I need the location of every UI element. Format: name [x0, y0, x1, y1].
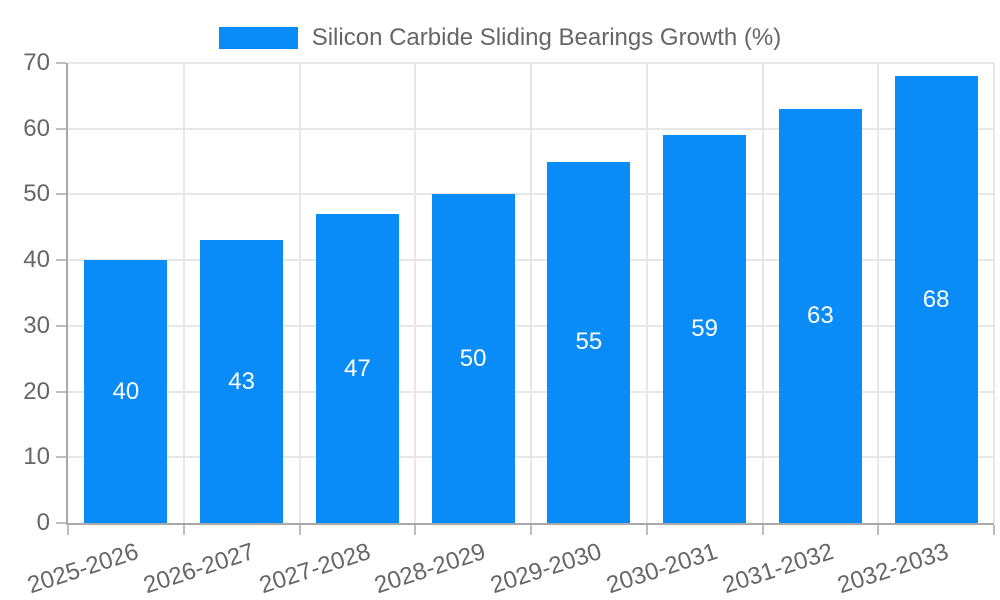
x-tick-mark: [877, 525, 880, 535]
y-tick-label: 70: [23, 49, 50, 76]
y-tick-mark: [56, 456, 66, 459]
bar-value-label: 55: [575, 328, 603, 356]
v-gridline: [645, 63, 648, 523]
bar: 43: [200, 240, 284, 523]
y-tick-label: 40: [23, 246, 50, 274]
bar: 63: [778, 109, 862, 523]
plot-area: 0 10 20 30 40 50 60 70 40 2025-2026 43 2026-2027 47 2…: [23, 51, 995, 599]
v-gridline: [993, 63, 995, 523]
y-tick-label: 50: [23, 180, 50, 208]
x-tick-label: 2026-2027: [140, 538, 258, 600]
bar: 50: [431, 194, 515, 523]
x-tick-label: 2028-2029: [371, 538, 490, 600]
bar: 40: [84, 260, 168, 523]
v-gridline: [298, 63, 301, 523]
v-gridline: [414, 63, 417, 523]
legend-color-swatch: [218, 27, 298, 49]
y-tick-mark: [56, 259, 66, 262]
y-tick-mark: [56, 62, 66, 64]
bar: 55: [547, 161, 631, 523]
x-tick-label: 2029-2030: [487, 538, 605, 600]
x-tick-label: 2025-2026: [24, 538, 142, 600]
legend-label: Silicon Carbide Sliding Bearings Growth …: [311, 24, 782, 51]
x-tick-label: 2027-2028: [255, 538, 374, 600]
bar-value-label: 47: [344, 354, 371, 382]
x-tick-label: 2030-2031: [603, 538, 721, 600]
x-tick-mark: [645, 525, 648, 535]
x-tick-mark: [761, 525, 764, 535]
bar-value-label: 40: [112, 377, 140, 405]
y-tick-mark: [56, 522, 66, 524]
x-tick-label: 2031-2032: [718, 538, 837, 600]
y-tick-label: 30: [23, 311, 50, 339]
bar: 68: [894, 76, 978, 523]
x-tick-mark: [182, 525, 185, 535]
y-tick-label: 0: [36, 509, 50, 536]
x-tick-mark: [298, 525, 301, 535]
x-tick-mark: [530, 525, 532, 535]
chart-legend: Silicon Carbide Sliding Bearings Growth …: [0, 24, 1000, 52]
y-tick-mark: [56, 390, 66, 393]
y-tick-mark: [56, 193, 66, 196]
bar-value-label: 50: [459, 344, 487, 372]
y-tick-label: 20: [23, 377, 50, 405]
bar-value-label: 63: [807, 302, 834, 329]
x-tick-mark: [414, 525, 417, 535]
v-gridline: [182, 63, 185, 523]
v-gridline: [761, 63, 764, 523]
v-gridline: [877, 63, 880, 523]
bar-value-label: 59: [691, 315, 718, 343]
x-tick-label: 2032-2033: [834, 538, 953, 600]
y-tick-label: 10: [23, 443, 50, 471]
x-tick-mark: [67, 525, 69, 535]
y-tick-mark: [56, 324, 66, 327]
bar: 59: [663, 135, 747, 523]
bar-value-label: 43: [228, 367, 255, 395]
bar-value-label: 68: [922, 285, 950, 313]
y-tick-label: 60: [23, 114, 50, 142]
x-tick-mark: [993, 525, 995, 535]
y-tick-mark: [56, 127, 66, 130]
bar: 47: [315, 214, 399, 523]
v-gridline: [530, 63, 532, 523]
